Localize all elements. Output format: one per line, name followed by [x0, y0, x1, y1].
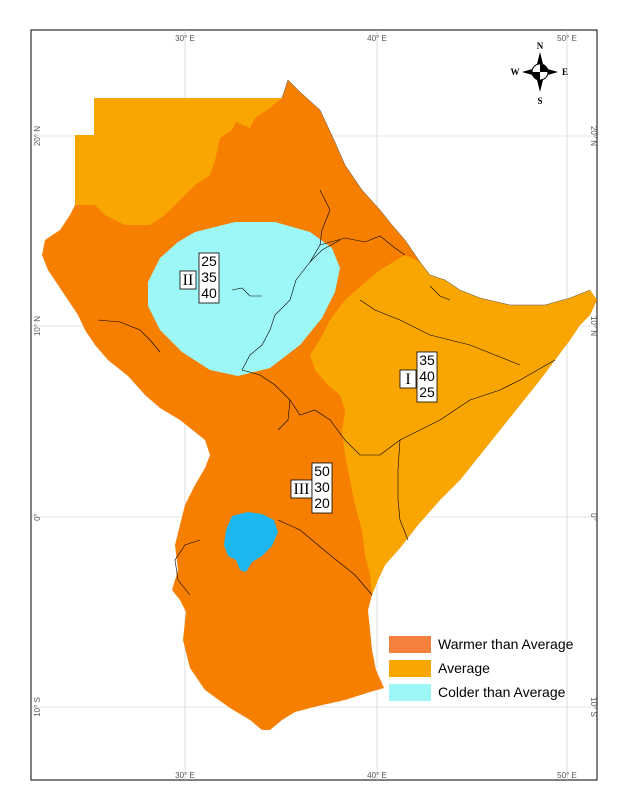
- lake-victoria: [224, 512, 278, 572]
- zone-III-annotation: III 50 30 20: [290, 462, 333, 514]
- tick-lat-10n-left: 10° N: [33, 316, 42, 336]
- tick-lat-20n-left: 20° N: [33, 126, 42, 146]
- region-colder: [148, 222, 340, 376]
- zone-III-label: III: [294, 481, 310, 498]
- zone-I-annotation: I 35 40 25: [399, 351, 438, 403]
- compass-w: W: [511, 67, 520, 77]
- tick-lat-10n-right: 10° N: [589, 316, 598, 336]
- zone-III-prob-above: 50: [314, 463, 330, 479]
- legend-label-warmer: Warmer than Average: [438, 636, 574, 652]
- coastline: [281, 79, 591, 306]
- tick-lon-30-top: 30° E: [175, 34, 195, 43]
- zone-III-prob-normal: 30: [314, 479, 330, 495]
- tick-lat-0-right: 0°: [589, 513, 598, 521]
- zone-II-prob-below: 40: [201, 285, 217, 301]
- legend-label-colder: Colder than Average: [438, 684, 566, 700]
- legend-swatch-warmer: [389, 636, 431, 653]
- tick-lat-10s-left: 10° S: [33, 697, 42, 717]
- zone-I-prob-below: 25: [419, 384, 435, 400]
- zone-II-annotation: II 25 35 40: [179, 252, 220, 304]
- zone-III-prob-below: 20: [314, 495, 330, 511]
- tick-lon-40-bottom: 40° E: [367, 771, 387, 780]
- tick-lat-10s-right: 10° S: [589, 697, 598, 717]
- latitude-ticks-right: 20° N 10° N 0° 10° S: [589, 126, 598, 717]
- tick-lat-0-left: 0°: [33, 513, 42, 521]
- zone-II-prob-normal: 35: [201, 269, 217, 285]
- legend: Warmer than Average Average Colder than …: [389, 636, 574, 701]
- tick-lon-50-top: 50° E: [557, 34, 577, 43]
- longitude-ticks-top: 30° E 40° E 50° E: [175, 34, 577, 43]
- legend-swatch-average: [389, 660, 431, 677]
- tick-lat-20n-right: 20° N: [589, 126, 598, 146]
- legend-label-average: Average: [438, 660, 490, 676]
- zone-I-prob-above: 35: [419, 352, 435, 368]
- tick-lon-30-bottom: 30° E: [175, 771, 195, 780]
- zone-II-label: II: [183, 272, 194, 289]
- longitude-ticks-bottom: 30° E 40° E 50° E: [175, 771, 577, 780]
- region-average-north: [75, 98, 282, 225]
- compass-s: S: [537, 96, 542, 106]
- compass-rose-icon: N S W E: [511, 41, 569, 106]
- country-borders: [97, 189, 556, 596]
- latitude-ticks-left: 20° N 10° N 0° 10° S: [33, 126, 42, 717]
- legend-swatch-colder: [389, 684, 431, 701]
- tick-lon-40-top: 40° E: [367, 34, 387, 43]
- zone-II-prob-above: 25: [201, 253, 217, 269]
- tick-lon-50-bottom: 50° E: [557, 771, 577, 780]
- zone-I-prob-normal: 40: [419, 368, 435, 384]
- compass-n: N: [537, 41, 544, 51]
- zone-I-label: I: [405, 371, 410, 388]
- region-average-east: [310, 255, 597, 595]
- compass-e: E: [562, 67, 568, 77]
